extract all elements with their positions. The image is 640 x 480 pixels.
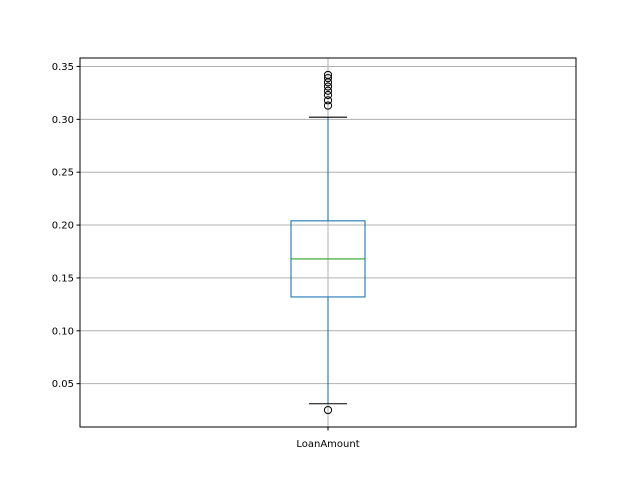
y-tick-label: 0.15 [52, 273, 74, 284]
x-tick-label: LoanAmount [296, 439, 359, 450]
outlier-point [323, 73, 333, 83]
y-tick-label: 0.05 [52, 379, 74, 390]
y-tick-label: 0.20 [52, 221, 74, 232]
outlier-point [323, 82, 333, 91]
y-tick-label: 0.30 [52, 115, 74, 126]
outlier-point [323, 405, 333, 415]
outlier-point [323, 70, 333, 80]
outlier-point [323, 96, 333, 105]
plot-frame [79, 57, 577, 428]
outlier-point [323, 86, 333, 95]
outlier-point [323, 101, 333, 110]
y-tick-label: 0.35 [52, 62, 74, 73]
x-axis: LoanAmount [296, 427, 360, 450]
y-axis: 0.05 0.10 0.15 0.20 0.25 0.30 0.35 [52, 62, 80, 390]
y-tick-label: 0.25 [52, 168, 74, 179]
y-tick-label: 0.10 [52, 326, 74, 337]
boxplot-series [290, 70, 366, 415]
outlier-point [323, 90, 333, 100]
